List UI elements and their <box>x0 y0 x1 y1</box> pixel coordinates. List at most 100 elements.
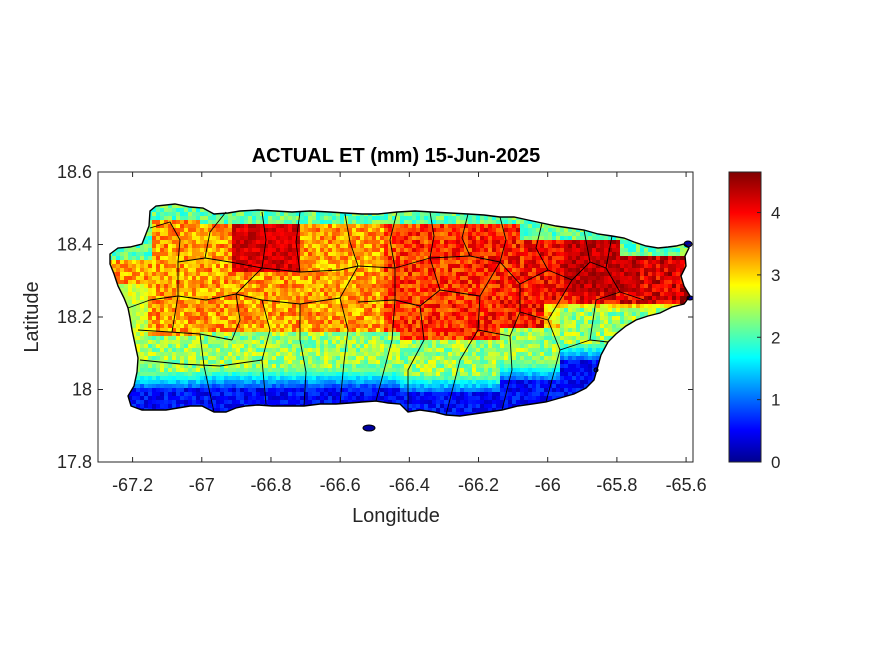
heat-cell <box>448 360 453 365</box>
heat-cell <box>188 304 193 309</box>
heat-cell <box>452 240 457 245</box>
heat-cell <box>336 328 341 333</box>
heat-cell <box>216 388 221 393</box>
heat-cell <box>224 300 229 305</box>
heat-cell <box>332 240 337 245</box>
heat-cell <box>452 216 457 221</box>
heat-cell <box>148 268 153 273</box>
heat-cell <box>220 324 225 329</box>
heat-cell <box>200 208 205 213</box>
heat-cell <box>132 288 137 293</box>
heat-cell <box>380 396 385 401</box>
heat-cell <box>208 372 213 377</box>
heat-cell <box>320 320 325 325</box>
heat-cell <box>424 256 429 261</box>
heat-cell <box>324 392 329 397</box>
heat-cell <box>432 280 437 285</box>
heat-cell <box>168 296 173 301</box>
heat-cell <box>296 324 301 329</box>
heat-cell <box>436 368 441 373</box>
heat-cell <box>368 360 373 365</box>
heat-cell <box>444 288 449 293</box>
heat-cell <box>448 224 453 229</box>
heat-cell <box>168 268 173 273</box>
heat-cell <box>288 388 293 393</box>
heat-cell <box>296 388 301 393</box>
heat-cell <box>208 376 213 381</box>
heat-cell <box>444 300 449 305</box>
heat-cell <box>188 216 193 221</box>
heat-cell <box>416 260 421 265</box>
heat-cell <box>236 340 241 345</box>
heat-cell <box>428 360 433 365</box>
heat-cell <box>456 396 461 401</box>
heat-cell <box>304 400 309 405</box>
heat-cell <box>388 276 393 281</box>
heat-cell <box>412 376 417 381</box>
heat-cell <box>172 376 177 381</box>
heat-cell <box>280 288 285 293</box>
heat-cell <box>152 240 157 245</box>
heat-cell <box>316 276 321 281</box>
heat-cell <box>292 220 297 225</box>
heat-cell <box>176 252 181 257</box>
heat-cell <box>148 336 153 341</box>
heat-cell <box>156 396 161 401</box>
heat-cell <box>320 304 325 309</box>
heat-cell <box>188 308 193 313</box>
heat-cell <box>372 296 377 301</box>
heat-cell <box>272 292 277 297</box>
heat-cell <box>416 248 421 253</box>
heat-cell <box>176 376 181 381</box>
heat-cell <box>288 312 293 317</box>
heat-cell <box>364 376 369 381</box>
heat-cell <box>324 256 329 261</box>
heat-cell <box>216 284 221 289</box>
heat-cell <box>288 372 293 377</box>
heat-cell <box>408 240 413 245</box>
heat-cell <box>240 376 245 381</box>
heat-cell <box>392 348 397 353</box>
heat-cell <box>432 236 437 241</box>
heat-cell <box>168 272 173 277</box>
heat-cell <box>192 392 197 397</box>
heat-cell <box>364 344 369 349</box>
heat-cell <box>236 276 241 281</box>
heat-cell <box>140 260 145 265</box>
heat-cell <box>408 384 413 389</box>
heat-cell <box>160 396 165 401</box>
heat-cell <box>320 232 325 237</box>
heat-cell <box>300 260 305 265</box>
heat-cell <box>224 276 229 281</box>
heat-cell <box>184 264 189 269</box>
heat-cell <box>180 248 185 253</box>
heat-cell <box>392 396 397 401</box>
heat-cell <box>336 308 341 313</box>
heat-cell <box>328 292 333 297</box>
heat-cell <box>248 220 253 225</box>
heat-cell <box>320 368 325 373</box>
heat-cell <box>352 260 357 265</box>
heat-cell <box>248 272 253 277</box>
heat-cell <box>236 396 241 401</box>
heat-cell <box>200 264 205 269</box>
heat-cell <box>132 316 137 321</box>
heat-cell <box>296 392 301 397</box>
heat-cell <box>148 276 153 281</box>
heat-cell <box>168 332 173 337</box>
heat-cell <box>396 384 401 389</box>
heat-cell <box>276 288 281 293</box>
heat-cell <box>264 384 269 389</box>
heat-cell <box>276 360 281 365</box>
heat-cell <box>140 384 145 389</box>
heat-cell <box>428 376 433 381</box>
heat-cell <box>160 328 165 333</box>
heat-cell <box>376 376 381 381</box>
heat-cell <box>300 316 305 321</box>
heat-cell <box>252 244 257 249</box>
heat-cell <box>140 332 145 337</box>
heat-cell <box>340 276 345 281</box>
heat-cell <box>196 364 201 369</box>
heat-cell <box>168 216 173 221</box>
heat-cell <box>248 320 253 325</box>
